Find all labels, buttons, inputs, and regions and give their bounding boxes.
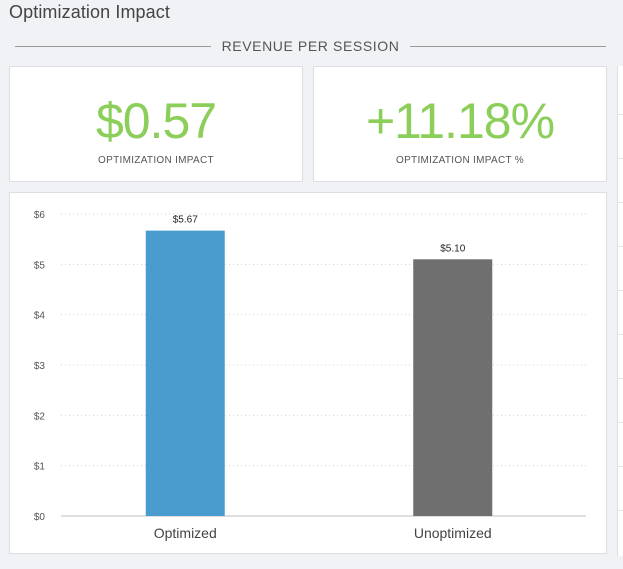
adjacent-panel-edge	[617, 66, 623, 556]
section-header: REVENUE PER SESSION	[15, 36, 607, 56]
optimization-impact-label: OPTIMIZATION IMPACT	[98, 155, 214, 166]
y-tick-label: $5	[34, 260, 46, 271]
section-title: REVENUE PER SESSION	[221, 38, 400, 54]
optimization-impact-percent-card: +11.18% OPTIMIZATION IMPACT %	[313, 66, 607, 182]
y-tick-label: $3	[34, 361, 46, 372]
y-tick-label: $4	[34, 311, 46, 322]
revenue-per-session-chart: $0 $1 $2 $3 $4 $5 $6 $5.67 Optimized $5.10 Unoptim…	[34, 210, 586, 541]
bar-unoptimized	[413, 259, 493, 516]
y-tick-label: $6	[34, 210, 46, 221]
page-title: Optimization Impact	[9, 2, 170, 22]
optimization-impact-value: $0.57	[95, 93, 217, 149]
bar-optimized	[145, 230, 225, 517]
divider-line-right	[410, 45, 607, 47]
bar-value-label: $5.67	[173, 215, 198, 226]
y-tick-label: $1	[34, 462, 46, 473]
y-tick-label: $2	[34, 411, 46, 422]
divider-line-left	[15, 45, 211, 47]
optimization-impact-card: $0.57 OPTIMIZATION IMPACT	[9, 66, 303, 182]
bar-value-label: $5.10	[440, 243, 465, 254]
optimization-impact-percent-label: OPTIMIZATION IMPACT %	[396, 155, 524, 166]
revenue-per-session-chart-card: $0 $1 $2 $3 $4 $5 $6 $5.67 Optimized $5.10 Unoptim…	[9, 192, 607, 554]
x-tick-label: Optimized	[154, 525, 217, 541]
optimization-impact-percent-value: +11.18%	[365, 93, 555, 149]
y-tick-label: $0	[34, 512, 46, 523]
x-tick-label: Unoptimized	[414, 525, 492, 541]
